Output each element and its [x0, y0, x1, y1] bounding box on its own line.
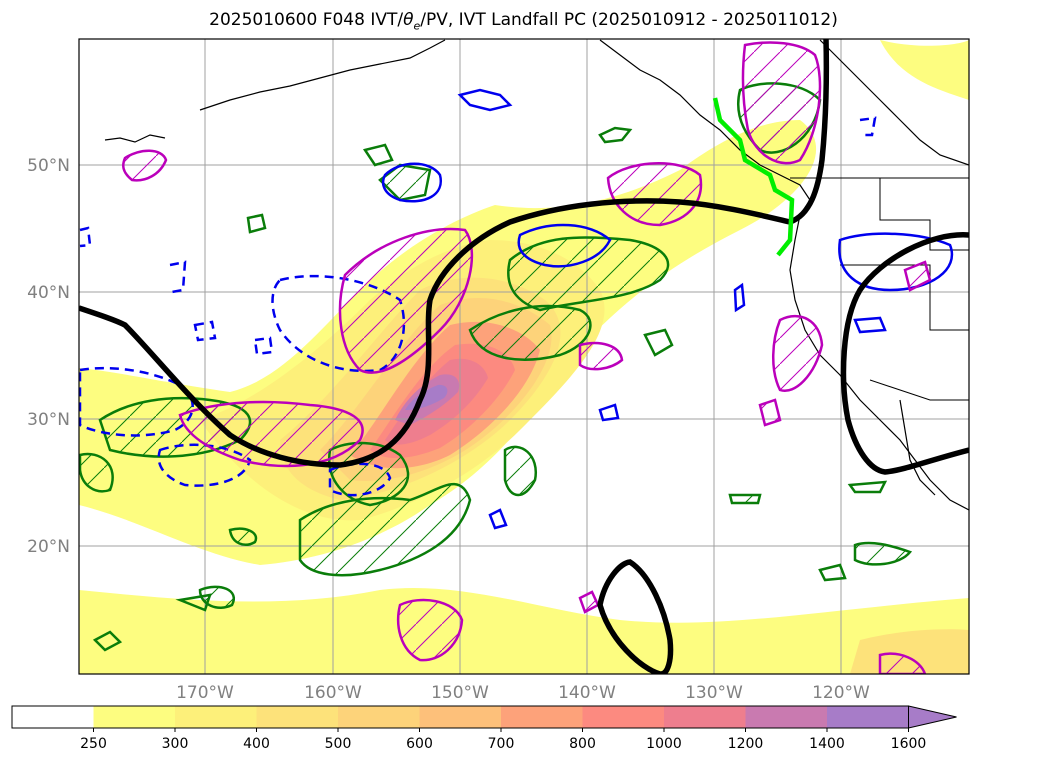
colorbar-segment — [501, 706, 583, 728]
colorbar-segment — [827, 706, 909, 728]
plot-title: 2025010600 F048 IVT/θe/PV, IVT Landfall … — [209, 10, 838, 33]
colorbar-segment — [93, 706, 176, 728]
colorbar-segment — [745, 706, 828, 728]
pv-contours — [122, 41, 932, 674]
lon-labels: 170°W 160°W 150°W 140°W 130°W 120°W — [176, 683, 870, 703]
map-frame — [78, 38, 970, 675]
theta-e-contours-green — [79, 82, 913, 609]
lon-label: 160°W — [304, 683, 362, 703]
landfall-line — [712, 97, 795, 257]
colorbar-label: 700 — [488, 736, 515, 752]
lon-label: 150°W — [431, 683, 489, 703]
lat-labels: 50°N 40°N 30°N 20°N — [27, 156, 70, 557]
colorbar-outline — [11, 705, 909, 729]
lat-label: 30°N — [27, 410, 70, 430]
theta-e-contours-green-open — [92, 126, 888, 652]
theta-e-contours-blue — [381, 88, 954, 530]
colorbar-label: 500 — [325, 736, 352, 752]
lat-label: 50°N — [27, 156, 70, 176]
colorbar-segment — [256, 706, 339, 728]
lat-label: 20°N — [27, 537, 70, 557]
colorbar-label: 600 — [406, 736, 433, 752]
lat-label: 40°N — [27, 283, 70, 303]
ivt-pc-contours — [79, 39, 969, 674]
lon-label: 120°W — [812, 683, 870, 703]
colorbar-label: 1400 — [809, 736, 845, 752]
lon-label: 130°W — [685, 683, 743, 703]
colorbar-label: 1200 — [728, 736, 764, 752]
colorbar-extension — [908, 705, 957, 729]
lon-label: 140°W — [558, 683, 616, 703]
map-panel — [79, 39, 969, 674]
lon-label: 170°W — [176, 683, 234, 703]
colorbar-segment — [175, 706, 257, 728]
colorbar-label: 1000 — [646, 736, 682, 752]
colorbar-segment — [12, 706, 94, 728]
colorbar-label: 300 — [162, 736, 189, 752]
colorbar-label: 250 — [80, 736, 107, 752]
colorbar-label: 800 — [569, 736, 596, 752]
colorbar-segment — [582, 706, 665, 728]
ivt-250-east — [880, 40, 969, 100]
ivt-250-south — [79, 587, 969, 674]
colorbar-label: 1600 — [891, 736, 927, 752]
colorbar-label: 400 — [243, 736, 270, 752]
colorbar-segment — [338, 706, 420, 728]
colorbar-segment — [664, 706, 746, 728]
colorbar-segment — [419, 706, 502, 728]
coastlines — [104, 39, 969, 511]
colorbar: 250 300 400 500 600 700 800 1000 1200 1400 1600 — [11, 705, 957, 752]
